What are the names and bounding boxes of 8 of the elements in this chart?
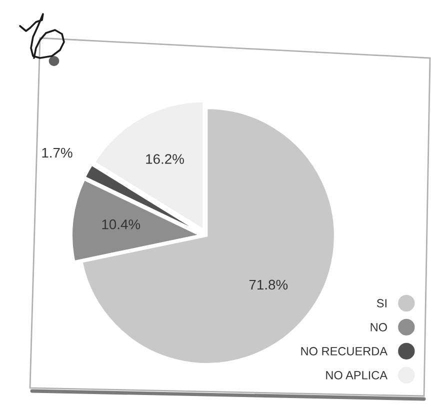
legend-label: SI [376, 299, 386, 308]
data-label: 10.4% [102, 219, 140, 230]
data-label: 16.2% [146, 154, 184, 164]
legend-label: NO RECUERDA [301, 347, 388, 356]
data-label: 71.8% [249, 280, 288, 290]
legend-label: NO [370, 323, 387, 332]
legend-label: NO APLICA [326, 371, 388, 380]
data-label: 1.7% [42, 148, 72, 158]
